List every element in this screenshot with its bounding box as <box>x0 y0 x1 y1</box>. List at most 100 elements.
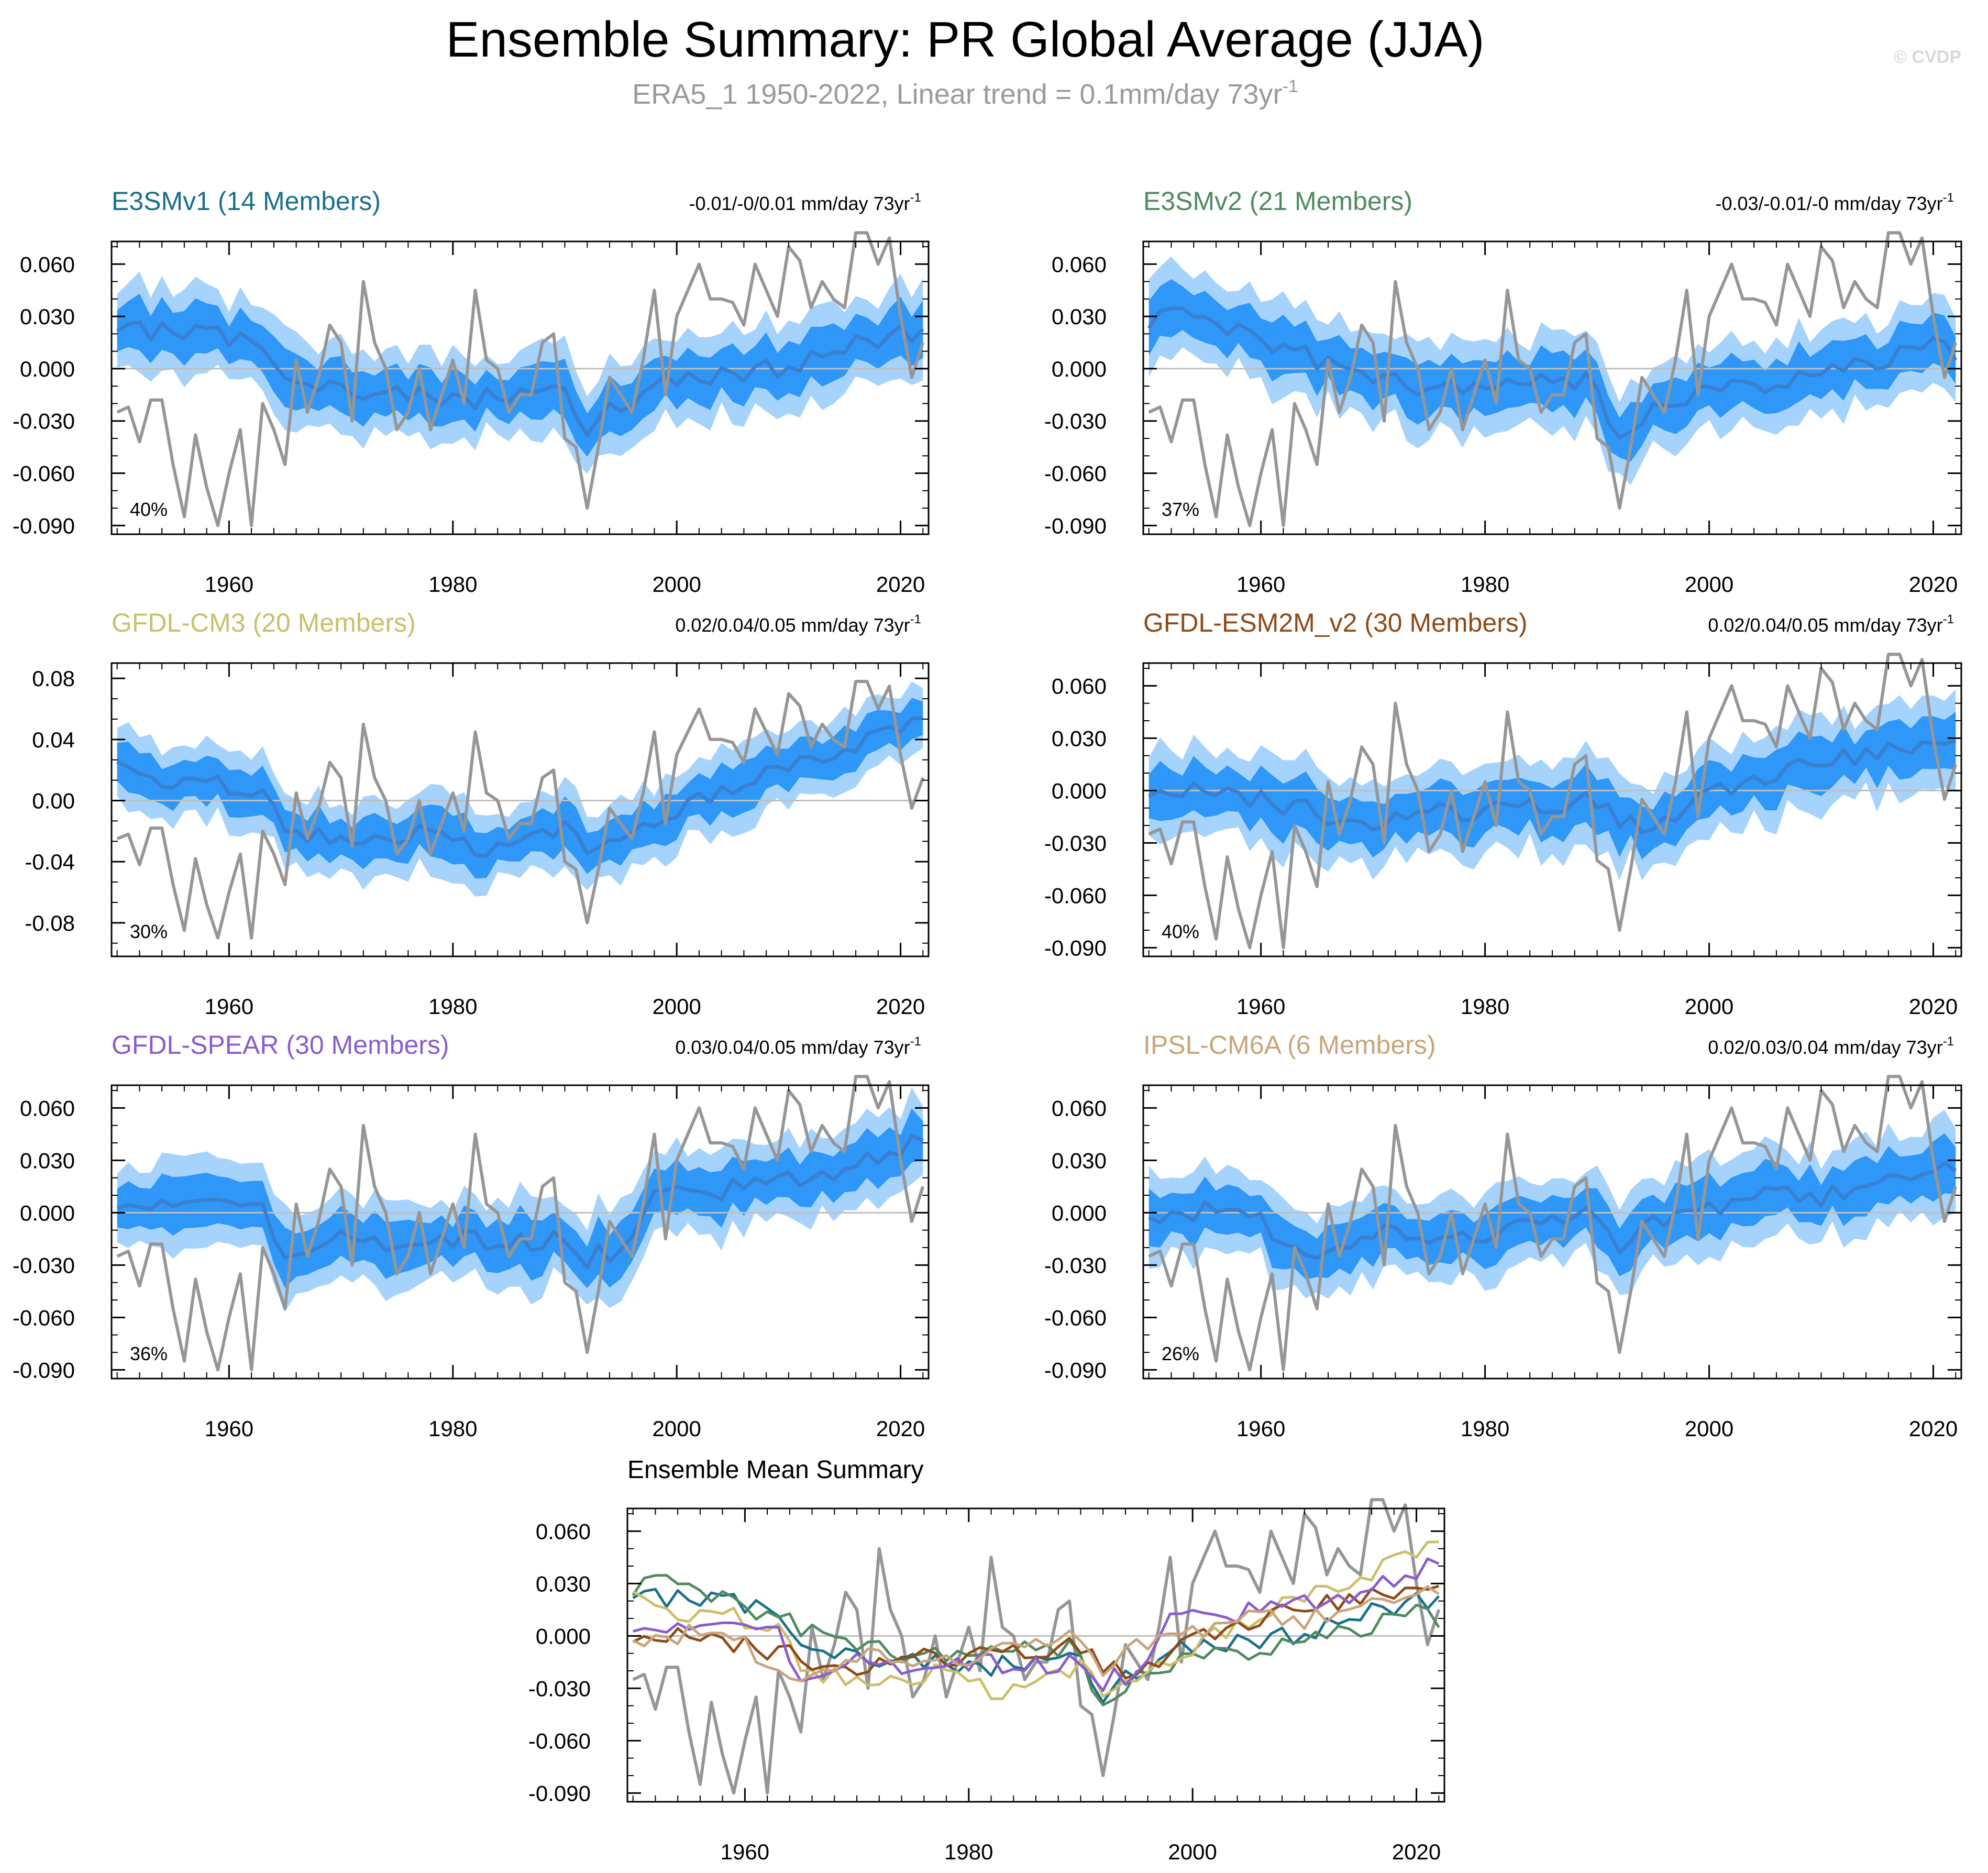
trend-label: -0.01/-0/0.01 mm/day 73yr-1 <box>689 191 921 214</box>
trend-sup: -1 <box>1943 191 1954 205</box>
ensemble-mean-line <box>1147 306 1958 440</box>
x-tick-label: 2000 <box>1168 1839 1217 1864</box>
y-tick-label: -0.090 <box>1044 935 1107 960</box>
y-tick-label: 0.08 <box>32 666 75 691</box>
trend-label: 0.02/0.03/0.04 mm/day 73yr-1 <box>1708 1034 1954 1058</box>
y-tick-label: -0.090 <box>1044 513 1107 538</box>
y-tick-label: -0.060 <box>528 1728 591 1753</box>
x-tick-label: 2020 <box>1909 994 1958 1019</box>
y-tick-label: 0.060 <box>536 1519 591 1544</box>
y-tick-label: 0.030 <box>20 1148 75 1173</box>
spread-band <box>1148 279 1956 462</box>
x-tick-label: 2000 <box>652 1416 701 1441</box>
figure-subtitle: ERA5_1 1950-2022, Linear trend = 0.1mm/d… <box>632 76 1298 110</box>
trend-sup: -1 <box>1943 1034 1954 1049</box>
percent-label: 36% <box>130 1343 168 1364</box>
x-tick-label: 2020 <box>1392 1839 1441 1864</box>
x-tick-label: 1960 <box>205 1416 253 1441</box>
spread-band <box>117 1108 923 1288</box>
spread-band <box>117 293 923 457</box>
y-tick-label: 0.000 <box>20 357 75 381</box>
y-tick-label: -0.030 <box>1044 1253 1107 1277</box>
x-tick-label: 1980 <box>944 1839 993 1864</box>
y-tick-label: 0.060 <box>1052 1096 1107 1120</box>
y-tick-label: 0.060 <box>20 252 75 277</box>
spread-band <box>1148 712 1956 860</box>
y-tick-label: -0.030 <box>1044 409 1107 434</box>
y-tick-label: 0.060 <box>1052 674 1107 698</box>
y-tick-label: -0.060 <box>13 1305 75 1330</box>
panel-6: 1960 1980 2000 2020 0.060 0.030 0.000 -0.030 -0.… <box>528 1456 1445 1864</box>
panel-title: GFDL-ESM2M_v2 (30 Members) <box>1143 608 1528 637</box>
trend-text: -0.03/-0.01/-0 mm/day 73yr <box>1715 193 1942 214</box>
y-tick-label: -0.08 <box>25 911 75 935</box>
trend-text: -0.01/-0/0.01 mm/day 73yr <box>689 193 910 214</box>
percent-label: 40% <box>1162 921 1199 942</box>
x-tick-label: 2020 <box>876 572 925 597</box>
x-tick-label: 1960 <box>205 572 253 597</box>
trend-text: 0.03/0.04/0.05 mm/day 73yr <box>675 1037 910 1058</box>
x-tick-label: 1960 <box>205 994 253 1019</box>
panel-0: 1960 1980 2000 2020 0.060 0.030 0.000 -0.030 -0.… <box>13 186 930 597</box>
y-tick-label: 0.060 <box>1052 252 1107 277</box>
y-tick-label: -0.030 <box>13 409 75 434</box>
trend-sup: -1 <box>910 1034 921 1049</box>
y-tick-label: -0.090 <box>13 513 75 538</box>
panel-2: 1960 1980 2000 2020 0.08 0.04 0.00 -0.04 -0.08 GF… <box>25 608 930 1019</box>
percent-label: 40% <box>130 499 168 520</box>
ensemble-mean-line <box>1148 1161 1957 1260</box>
x-tick-label: 2000 <box>652 572 701 597</box>
trend-sup: -1 <box>910 191 921 205</box>
y-tick-label: 0.00 <box>32 789 75 813</box>
percent-label: 30% <box>130 921 168 942</box>
ensemble-mean-line <box>1148 739 1957 835</box>
series-gfdl-spear <box>633 1557 1440 1692</box>
x-tick-label: 2000 <box>1685 994 1733 1019</box>
trend-sup: -1 <box>1943 612 1954 626</box>
x-tick-label: 1980 <box>428 572 477 597</box>
percent-label: 26% <box>1162 1343 1199 1364</box>
y-tick-label: -0.090 <box>528 1781 591 1805</box>
series-gfdl-cm3 <box>632 1540 1439 1700</box>
x-tick-label: 2020 <box>876 994 925 1019</box>
y-tick-label: 0.060 <box>20 1096 75 1120</box>
x-tick-label: 1960 <box>721 1839 769 1864</box>
trend-label: 0.02/0.04/0.05 mm/day 73yr-1 <box>1708 612 1954 636</box>
x-tick-label: 2020 <box>1909 1416 1958 1441</box>
y-tick-label: -0.060 <box>1044 883 1107 908</box>
y-tick-label: -0.04 <box>25 850 75 874</box>
y-tick-label: 0.000 <box>536 1624 591 1648</box>
spread-band <box>1148 1133 1956 1280</box>
y-tick-label: -0.060 <box>1044 1305 1107 1330</box>
y-tick-label: 0.000 <box>1052 1200 1107 1225</box>
y-tick-label: -0.090 <box>1044 1358 1107 1382</box>
y-tick-label: 0.000 <box>20 1200 75 1225</box>
panel-4: 1960 1980 2000 2020 0.060 0.030 0.000 -0.030 -0.… <box>13 1030 930 1441</box>
panel-title: E3SMv1 (14 Members) <box>112 186 381 216</box>
y-tick-label: -0.060 <box>1044 461 1107 486</box>
y-tick-label: 0.030 <box>1052 304 1107 329</box>
summary-title: Ensemble Mean Summary <box>627 1456 924 1484</box>
x-tick-label: 1980 <box>1461 1416 1509 1441</box>
y-tick-label: -0.030 <box>13 1253 75 1277</box>
y-tick-label: -0.090 <box>13 1358 75 1382</box>
y-tick-label: 0.000 <box>1052 778 1107 803</box>
panel-3: 1960 1980 2000 2020 0.060 0.030 0.000 -0.030 -0.… <box>1044 608 1962 1019</box>
percent-label: 37% <box>1162 499 1199 520</box>
x-tick-label: 1980 <box>1461 572 1509 597</box>
y-tick-label: -0.030 <box>1044 831 1107 855</box>
trend-text: 0.02/0.04/0.05 mm/day 73yr <box>675 614 910 636</box>
x-tick-label: 2000 <box>1685 1416 1733 1441</box>
y-tick-label: 0.04 <box>32 728 75 752</box>
x-tick-label: 1960 <box>1236 1416 1285 1441</box>
spread-band <box>117 698 923 879</box>
y-tick-label: 0.030 <box>20 304 75 329</box>
panels: 1960 1980 2000 2020 0.060 0.030 0.000 -0.030 -0.… <box>13 186 1962 1864</box>
subtitle-sup: -1 <box>1283 76 1298 96</box>
ensemble-mean-line <box>116 320 924 437</box>
trend-label: -0.03/-0.01/-0 mm/day 73yr-1 <box>1715 191 1954 214</box>
trend-label: 0.02/0.04/0.05 mm/day 73yr-1 <box>675 612 921 636</box>
subtitle-main: ERA5_1 1950-2022, Linear trend = 0.1mm/d… <box>632 79 1282 110</box>
x-tick-label: 2000 <box>652 994 701 1019</box>
x-tick-label: 1980 <box>428 1416 477 1441</box>
